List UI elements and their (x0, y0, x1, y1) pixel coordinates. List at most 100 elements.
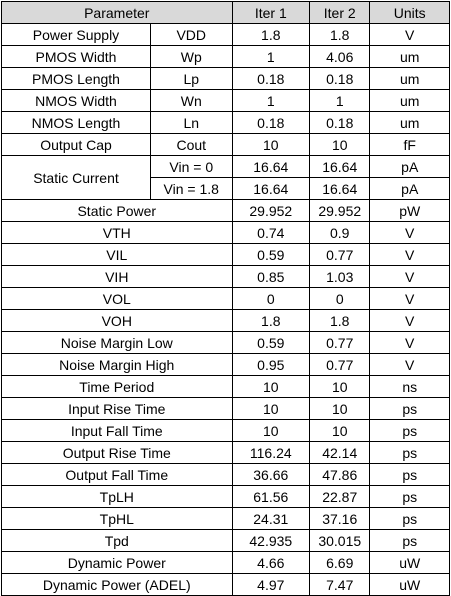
table-row: Static Power 29.952 29.952 pW (1, 199, 450, 222)
iter-2-value: 0.18 (309, 111, 371, 134)
unit: V (369, 221, 450, 244)
table-row: Static Current Vin = 0 16.64 16.64 pA (1, 155, 450, 200)
param-name: Dynamic Power (1, 551, 233, 574)
param-name: NMOS Width (1, 89, 151, 112)
param-name: Static Power (1, 199, 233, 222)
unit: um (369, 45, 450, 68)
param-name: TpLH (1, 485, 233, 508)
table-row: VOL 0 0 V (1, 287, 450, 310)
param-name: Output Rise Time (1, 441, 233, 464)
table-row: Noise Margin High 0.95 0.77 V (1, 353, 450, 376)
iter-1-value: 1 (231, 45, 311, 68)
iter-1-value: 0.95 (231, 353, 311, 376)
table-row: Dynamic Power (ADEL) 4.97 7.47 uW (1, 573, 450, 596)
param-symbol: Lp (149, 67, 233, 90)
iter-1-value: 1 (231, 89, 311, 112)
iter-2-value: 37.16 (309, 507, 371, 530)
iter-2-value: 29.952 (309, 199, 371, 222)
table-row: Input Fall Time 10 10 ps (1, 419, 450, 442)
param-symbol: Vin = 0 (149, 155, 233, 178)
param-name: Tpd (1, 529, 233, 552)
iter-1-value: 29.952 (231, 199, 311, 222)
param-name: Noise Margin High (1, 353, 233, 376)
unit: V (369, 353, 450, 376)
param-name: Output Cap (1, 133, 151, 156)
iter-1-value: 16.64 (231, 177, 311, 200)
param-name-static-current: Static Current (1, 155, 151, 200)
unit: ns (369, 375, 450, 398)
unit: fF (369, 133, 450, 156)
param-name: VOL (1, 287, 233, 310)
unit: pA (369, 155, 450, 178)
table-row: TpLH 61.56 22.87 ps (1, 485, 450, 508)
iter-1-value: 0.18 (231, 67, 311, 90)
iter-2-value: 0 (309, 287, 371, 310)
param-name: VIH (1, 265, 233, 288)
iter-1-value: 10 (231, 133, 311, 156)
table-row: VIH 0.85 1.03 V (1, 265, 450, 288)
iter-1-value: 42.935 (231, 529, 311, 552)
iter-2-value: 16.64 (309, 155, 371, 178)
unit: V (369, 331, 450, 354)
iter-1-value: 61.56 (231, 485, 311, 508)
unit: ps (369, 485, 450, 508)
param-name: Input Fall Time (1, 419, 233, 442)
iter-1-value: 0.59 (231, 243, 311, 266)
iter-1-value: 10 (231, 397, 311, 420)
unit: V (369, 243, 450, 266)
iter-2-value: 42.14 (309, 441, 371, 464)
param-name: Dynamic Power (ADEL) (1, 573, 233, 596)
iter-1-value: 1.8 (231, 309, 311, 332)
iter-1-value: 0.18 (231, 111, 311, 134)
iter-2-value: 47.86 (309, 463, 371, 486)
table-row: Output Fall Time 36.66 47.86 ps (1, 463, 450, 486)
iter-1-value: 0.59 (231, 331, 311, 354)
unit: ps (369, 397, 450, 420)
table-row: VIL 0.59 0.77 V (1, 243, 450, 266)
table-row: Vin = 1.8 16.64 16.64 pA (2, 177, 450, 200)
table-row: VTH 0.74 0.9 V (1, 221, 450, 244)
param-name: VOH (1, 309, 233, 332)
unit: ps (369, 441, 450, 464)
param-name: Time Period (1, 375, 233, 398)
param-name: TpHL (1, 507, 233, 530)
iter-2-value: 10 (309, 375, 371, 398)
param-name: VTH (1, 221, 233, 244)
table-row: Power Supply VDD 1.8 1.8 V (1, 23, 450, 46)
iter-2-value: 10 (309, 133, 371, 156)
header-iter-1: Iter 1 (231, 1, 311, 24)
param-symbol: Cout (149, 133, 233, 156)
header-parameter: Parameter (1, 1, 233, 24)
param-name: VIL (1, 243, 233, 266)
unit: um (369, 89, 450, 112)
param-name: Noise Margin Low (1, 331, 233, 354)
table-row: Noise Margin Low 0.59 0.77 V (1, 331, 450, 354)
table-header-row: Parameter Iter 1 Iter 2 Units (1, 1, 450, 24)
iter-2-value: 1.8 (309, 23, 371, 46)
table-row: NMOS Width Wn 1 1 um (1, 89, 450, 112)
iter-1-value: 10 (231, 375, 311, 398)
table-row: PMOS Width Wp 1 4.06 um (1, 45, 450, 68)
unit: uW (369, 573, 450, 596)
unit: V (369, 23, 450, 46)
table-row: TpHL 24.31 37.16 ps (1, 507, 450, 530)
iter-2-value: 1.8 (309, 309, 371, 332)
iter-2-value: 0.77 (309, 353, 371, 376)
iter-1-value: 4.97 (231, 573, 311, 596)
header-iter-2: Iter 2 (309, 1, 371, 24)
unit: uW (369, 551, 450, 574)
header-units: Units (369, 1, 450, 24)
iter-2-value: 7.47 (309, 573, 371, 596)
iter-2-value: 4.06 (309, 45, 371, 68)
unit: V (369, 265, 450, 288)
iter-2-value: 10 (309, 397, 371, 420)
iter-1-value: 36.66 (231, 463, 311, 486)
iter-1-value: 0.85 (231, 265, 311, 288)
iter-2-value: 1.03 (309, 265, 371, 288)
param-name: Power Supply (1, 23, 151, 46)
unit: V (369, 309, 450, 332)
iter-1-value: 10 (231, 419, 311, 442)
param-name: PMOS Length (1, 67, 151, 90)
table-row: Dynamic Power 4.66 6.69 uW (1, 551, 450, 574)
